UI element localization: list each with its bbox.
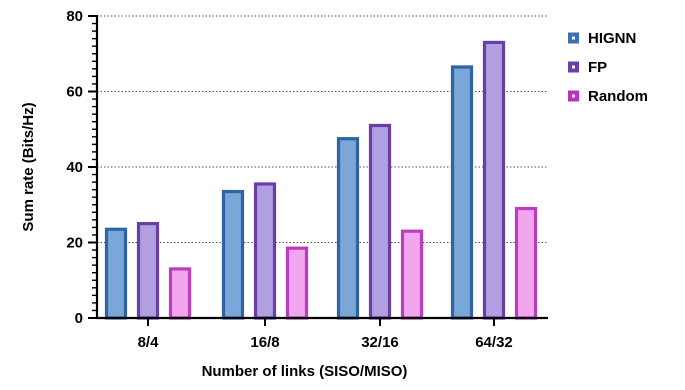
x-tick-label-64-32: 64/32	[475, 334, 513, 351]
legend-label-random: Random	[588, 88, 648, 105]
bar-fp-8-4	[136, 222, 160, 320]
x-axis-title: Number of links (SISO/MISO)	[202, 363, 408, 380]
legend-label-fp: FP	[588, 59, 607, 76]
bar-random-16-8	[285, 246, 309, 320]
bar-hignn-8-4	[104, 227, 128, 320]
axes-layer	[88, 15, 548, 326]
legend-swatch-dot-hignn	[572, 36, 575, 40]
x-tick-label-32-16: 32/16	[361, 334, 399, 351]
y-tick-label-0: 0	[75, 310, 83, 327]
y-tick-label-20: 20	[66, 235, 83, 252]
legend-swatch-dot-fp	[572, 65, 575, 69]
x-tick-label-16-8: 16/8	[250, 334, 279, 351]
bar-fp-64-32	[482, 40, 506, 320]
bar-random-8-4	[168, 267, 192, 320]
x-tick-label-8-4: 8/4	[138, 334, 160, 351]
legend: HIGNN FP Random	[568, 30, 648, 105]
bars-layer	[104, 40, 538, 320]
y-axis-title: Sum rate (Bits/Hz)	[20, 102, 37, 231]
bar-fp-16-8	[253, 182, 277, 320]
y-tick-label-60: 60	[66, 84, 83, 101]
legend-swatch-dot-random	[572, 94, 575, 98]
bar-random-32-16	[400, 229, 424, 320]
grid-layer	[97, 15, 548, 243]
labels-layer: Sum rate (Bits/Hz) Number of links (SISO…	[20, 8, 513, 380]
legend-label-hignn: HIGNN	[588, 30, 636, 47]
bar-random-64-32	[514, 206, 538, 320]
bar-hignn-16-8	[221, 189, 245, 320]
bar-hignn-32-16	[336, 137, 360, 320]
y-tick-label-40: 40	[66, 159, 83, 176]
bar-hignn-64-32	[450, 65, 474, 320]
y-tick-label-80: 80	[66, 8, 83, 25]
bar-fp-32-16	[368, 123, 392, 320]
